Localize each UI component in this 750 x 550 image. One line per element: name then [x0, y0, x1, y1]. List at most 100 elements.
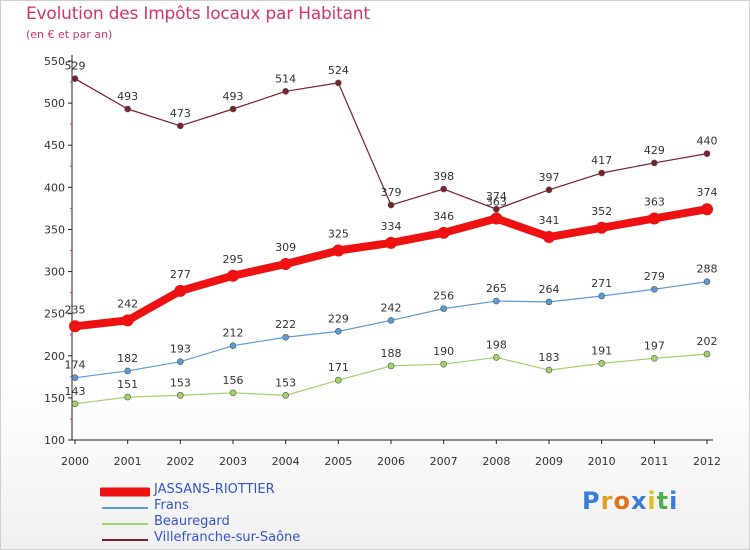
data-label: 325: [328, 228, 349, 241]
data-label: 379: [381, 186, 402, 199]
data-point: [651, 159, 658, 167]
data-point: [595, 221, 608, 234]
data-point: [282, 88, 289, 95]
data-label: 374: [486, 190, 507, 203]
data-label: 193: [170, 343, 191, 356]
data-point: [69, 320, 81, 333]
data-label: 334: [381, 220, 402, 233]
data-point: [177, 122, 184, 130]
y-tick-label: 200: [44, 350, 65, 363]
data-point: [121, 314, 134, 327]
data-point: [545, 366, 553, 374]
data-label: 153: [170, 376, 191, 389]
data-point: [227, 269, 239, 282]
data-point: [71, 400, 79, 408]
data-point: [71, 75, 79, 82]
data-label: 473: [170, 107, 191, 120]
legend-label-villefranche: Villefranche-sur-Saône: [154, 530, 301, 545]
data-label: 309: [275, 241, 296, 254]
x-tick-label: 2009: [535, 455, 563, 468]
data-label: 174: [65, 359, 86, 372]
y-tick-label: 300: [44, 266, 65, 279]
data-point: [279, 257, 292, 270]
data-label: 190: [433, 345, 454, 358]
data-label: 198: [486, 338, 507, 351]
data-label: 493: [223, 90, 244, 103]
data-point: [71, 374, 79, 381]
data-point: [440, 305, 447, 312]
data-label: 188: [381, 347, 402, 360]
data-label: 171: [328, 361, 349, 374]
data-point: [437, 226, 450, 239]
data-point: [703, 278, 711, 285]
data-point: [651, 285, 658, 293]
y-tick-label: 100: [44, 434, 65, 447]
data-point: [124, 105, 131, 113]
data-point: [174, 284, 187, 297]
data-label: 242: [381, 301, 402, 314]
y-tick-label: 550: [44, 55, 65, 68]
data-point: [598, 360, 605, 367]
data-point: [440, 360, 447, 368]
data-point: [124, 367, 131, 375]
x-tick-label: 2005: [324, 455, 352, 468]
data-point: [282, 333, 289, 341]
data-point: [490, 212, 503, 225]
x-tick-label: 2010: [588, 455, 616, 468]
x-tick-label: 2008: [482, 455, 510, 468]
x-tick-label: 2011: [640, 455, 668, 468]
data-label: 352: [591, 205, 612, 218]
data-point: [543, 231, 555, 244]
logo-letter: i: [669, 487, 679, 515]
data-label: 271: [591, 277, 612, 290]
chart-title: Evolution des Impôts locaux par Habitant: [26, 4, 370, 24]
data-point: [703, 150, 711, 157]
legend-label-frans: Frans: [154, 498, 189, 513]
legend-label-jassans: JASSANS-RIOTTIER: [154, 482, 275, 497]
data-label: 153: [275, 376, 296, 389]
logo-letter: r: [600, 487, 614, 515]
data-point: [335, 79, 342, 87]
logo-letter: o: [613, 487, 631, 515]
data-label: 156: [223, 374, 244, 387]
data-point: [177, 358, 184, 365]
y-tick-label: 250: [44, 308, 65, 321]
data-label: 374: [697, 186, 718, 199]
data-label: 295: [223, 253, 244, 266]
legend-swatch-villefranche: [102, 539, 148, 541]
legend-label-beauregard: Beauregard: [154, 514, 230, 529]
data-point: [545, 298, 553, 306]
data-label: 222: [275, 318, 296, 331]
y-tick-label: 150: [44, 392, 65, 405]
data-label: 277: [170, 268, 191, 281]
data-point: [229, 342, 237, 349]
data-point: [648, 212, 661, 225]
data-point: [651, 355, 658, 362]
data-label: 398: [433, 170, 454, 183]
x-tick-label: 2007: [430, 455, 458, 468]
data-label: 514: [275, 72, 296, 85]
y-tick-label: 350: [44, 223, 65, 236]
data-point: [387, 201, 395, 209]
legend-swatch-beauregard: [102, 523, 148, 525]
data-label: 183: [539, 351, 560, 364]
data-label: 341: [539, 214, 560, 227]
data-label: 235: [65, 303, 86, 316]
data-label: 212: [223, 327, 244, 340]
data-label: 197: [644, 339, 665, 352]
logo-letter: x: [630, 487, 648, 515]
data-point: [124, 393, 131, 401]
data-point: [335, 328, 342, 335]
data-point: [282, 392, 289, 399]
data-label: 417: [591, 154, 612, 167]
data-point: [387, 317, 395, 324]
data-point: [229, 389, 237, 397]
data-label: 346: [433, 210, 454, 223]
y-tick-label: 400: [44, 181, 65, 194]
legend-swatch-jassans: [100, 487, 150, 497]
data-point: [177, 392, 184, 399]
legend-swatch-frans: [102, 507, 148, 509]
data-point: [545, 186, 553, 194]
